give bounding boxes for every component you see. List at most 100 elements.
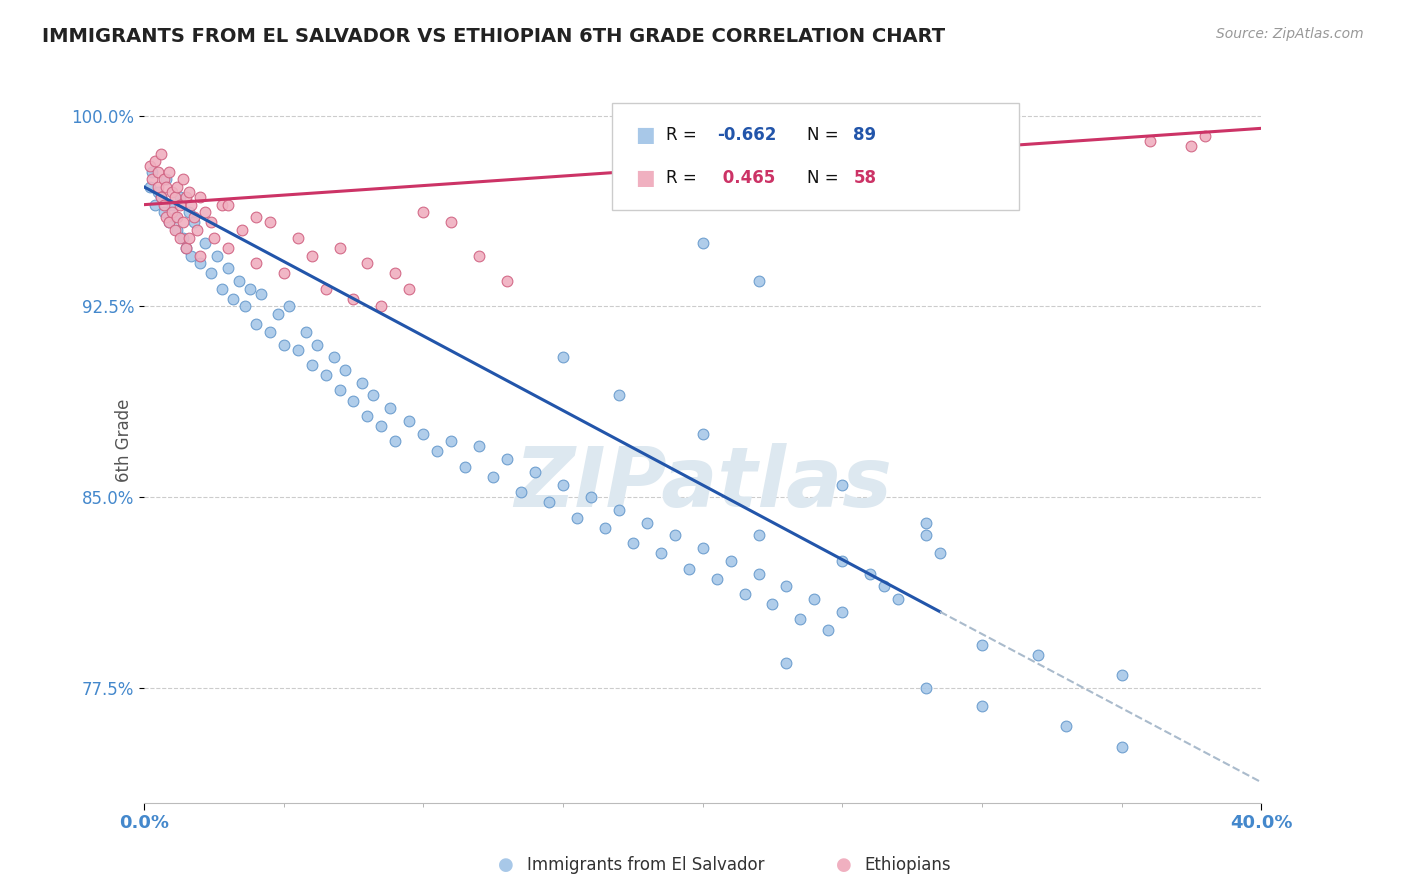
Text: ●: ● <box>835 856 852 874</box>
Point <box>692 541 714 556</box>
Point <box>859 566 882 581</box>
Point <box>747 274 769 288</box>
Point <box>412 205 434 219</box>
Point <box>217 197 239 211</box>
Point <box>217 261 239 276</box>
Point <box>692 426 714 441</box>
Point <box>915 528 938 542</box>
Point <box>1180 139 1202 153</box>
Point <box>152 197 174 211</box>
Text: ZIPatlas: ZIPatlas <box>513 443 891 524</box>
Point <box>1111 668 1133 682</box>
Point <box>228 274 250 288</box>
Point <box>157 215 180 229</box>
Text: Immigrants from El Salvador: Immigrants from El Salvador <box>527 856 765 874</box>
Point <box>149 190 172 204</box>
Point <box>172 231 194 245</box>
Point <box>301 248 323 262</box>
Point <box>166 179 188 194</box>
Point <box>155 172 177 186</box>
Point <box>621 536 644 550</box>
Point <box>398 282 420 296</box>
Point <box>734 587 756 601</box>
Point <box>361 388 384 402</box>
Point <box>239 282 262 296</box>
Text: R =: R = <box>666 126 703 144</box>
Point <box>160 205 183 219</box>
Point <box>384 434 406 449</box>
Text: ■: ■ <box>636 168 655 187</box>
Point <box>454 459 477 474</box>
Point <box>817 623 839 637</box>
Point <box>157 164 180 178</box>
Point <box>183 211 205 225</box>
Point <box>169 231 191 245</box>
Point <box>593 521 616 535</box>
Point <box>186 223 208 237</box>
Point <box>551 351 574 365</box>
Point <box>160 197 183 211</box>
Point <box>350 376 373 390</box>
Point <box>315 368 337 383</box>
Point <box>328 241 350 255</box>
Point <box>250 286 273 301</box>
Point <box>295 325 318 339</box>
Point <box>267 307 290 321</box>
Point <box>775 579 797 593</box>
Point <box>831 605 853 619</box>
Point <box>152 172 174 186</box>
Point <box>169 190 191 204</box>
Point <box>1054 719 1077 733</box>
Text: 0.465: 0.465 <box>717 169 775 186</box>
Point <box>440 215 463 229</box>
Point <box>650 546 672 560</box>
Point <box>152 205 174 219</box>
Point <box>761 597 783 611</box>
Point <box>146 164 169 178</box>
Point <box>160 185 183 199</box>
Point <box>141 172 163 186</box>
Point <box>426 444 449 458</box>
Point <box>188 190 211 204</box>
Point <box>172 172 194 186</box>
Point <box>664 528 686 542</box>
Point <box>194 205 217 219</box>
Point <box>537 495 560 509</box>
Point <box>166 223 188 237</box>
Point <box>831 477 853 491</box>
Point <box>245 256 267 270</box>
Point <box>155 211 177 225</box>
Point <box>146 185 169 199</box>
Point <box>177 185 200 199</box>
Point <box>747 566 769 581</box>
Point <box>233 300 256 314</box>
Point <box>747 528 769 542</box>
Point <box>440 434 463 449</box>
Point <box>149 146 172 161</box>
Point <box>211 197 233 211</box>
Point <box>1111 739 1133 754</box>
Point <box>342 292 364 306</box>
Point <box>692 235 714 250</box>
Point <box>245 318 267 332</box>
Point <box>202 231 225 245</box>
Point <box>138 179 160 194</box>
Point <box>328 384 350 398</box>
Point <box>174 190 197 204</box>
Point <box>231 223 253 237</box>
Point <box>278 300 301 314</box>
Point <box>188 256 211 270</box>
Point <box>287 231 309 245</box>
Point <box>183 215 205 229</box>
Point <box>579 490 602 504</box>
Point <box>873 579 896 593</box>
Point <box>172 215 194 229</box>
Text: IMMIGRANTS FROM EL SALVADOR VS ETHIOPIAN 6TH GRADE CORRELATION CHART: IMMIGRANTS FROM EL SALVADOR VS ETHIOPIAN… <box>42 27 945 45</box>
Point <box>141 164 163 178</box>
Point <box>200 266 222 280</box>
Y-axis label: 6th Grade: 6th Grade <box>115 399 132 482</box>
Point <box>678 561 700 575</box>
Point <box>307 337 329 351</box>
Point <box>510 485 533 500</box>
Point <box>789 612 811 626</box>
